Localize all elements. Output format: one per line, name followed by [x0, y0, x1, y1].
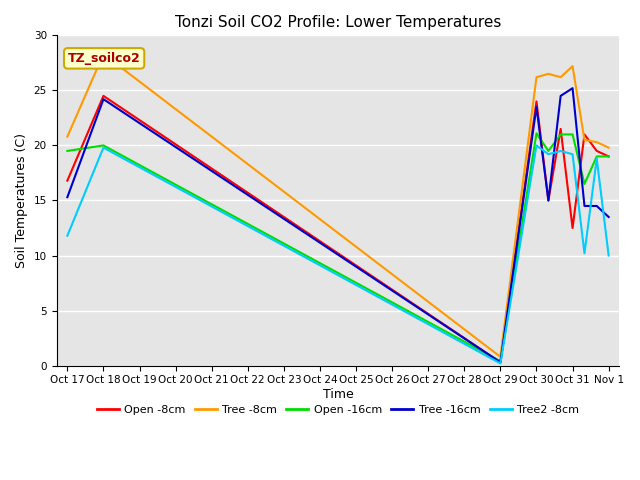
Text: TZ_soilco2: TZ_soilco2	[68, 52, 141, 65]
X-axis label: Time: Time	[323, 388, 353, 401]
Legend: Open -8cm, Tree -8cm, Open -16cm, Tree -16cm, Tree2 -8cm: Open -8cm, Tree -8cm, Open -16cm, Tree -…	[92, 401, 584, 420]
Y-axis label: Soil Temperatures (C): Soil Temperatures (C)	[15, 133, 28, 268]
Title: Tonzi Soil CO2 Profile: Lower Temperatures: Tonzi Soil CO2 Profile: Lower Temperatur…	[175, 15, 501, 30]
